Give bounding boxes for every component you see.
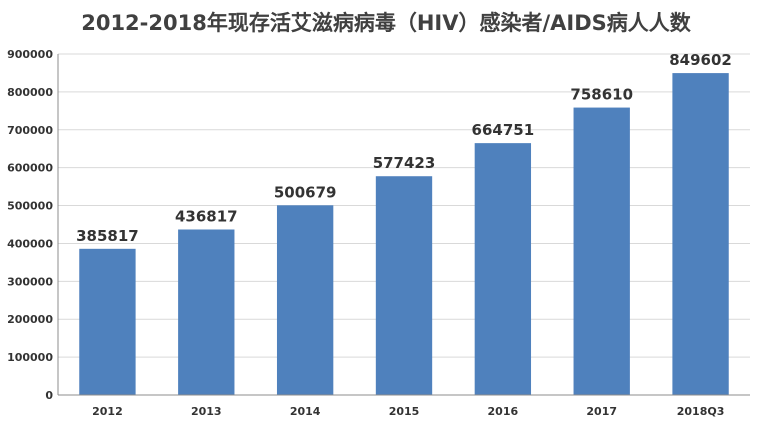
bar-2014: [276, 205, 334, 395]
bar-2018Q3: [672, 73, 729, 395]
x-tick-label: 2018Q3: [677, 405, 725, 418]
y-tick-label: 700000: [7, 124, 53, 137]
bar-2017: [573, 107, 630, 395]
x-tick-label: 2014: [290, 405, 321, 418]
x-tick-label: 2013: [191, 405, 222, 418]
bar-2013: [178, 229, 235, 395]
bar-2016: [474, 143, 532, 395]
y-tick-label: 100000: [7, 351, 53, 364]
y-axis-ticks: 0 100000 200000 300000 400000 500000 600000 700…: [7, 48, 53, 402]
bar-2015: [375, 176, 433, 395]
x-tick-label: 2016: [488, 405, 519, 418]
x-tick-label: 2012: [92, 405, 123, 418]
chart-title: 2012-2018年现存活艾滋病病毒（HIV）感染者/AIDS病人人数: [81, 11, 692, 35]
data-labels: 385817 436817 500679 577423 664751 758610 8496…: [76, 51, 732, 245]
bar-2012: [79, 248, 136, 395]
y-tick-label: 400000: [7, 237, 53, 250]
data-label: 436817: [175, 207, 238, 225]
data-label: 849602: [669, 51, 732, 69]
y-tick-label: 0: [45, 389, 53, 402]
data-label: 385817: [76, 227, 139, 245]
data-label: 758610: [570, 86, 633, 104]
y-tick-label: 600000: [7, 162, 53, 175]
y-tick-label: 300000: [7, 275, 53, 288]
data-label: 664751: [472, 121, 535, 139]
bars: [79, 73, 729, 395]
x-tick-label: 2017: [586, 405, 617, 418]
data-label: 577423: [373, 154, 436, 172]
data-label: 500679: [274, 183, 337, 201]
y-tick-label: 500000: [7, 200, 53, 213]
x-tick-label: 2015: [389, 405, 420, 418]
y-tick-label: 200000: [7, 313, 53, 326]
x-axis-ticks: 2012 2013 2014 2015 2016 2017 2018Q3: [92, 405, 724, 418]
y-tick-label: 900000: [7, 48, 53, 61]
y-tick-label: 800000: [7, 86, 53, 99]
